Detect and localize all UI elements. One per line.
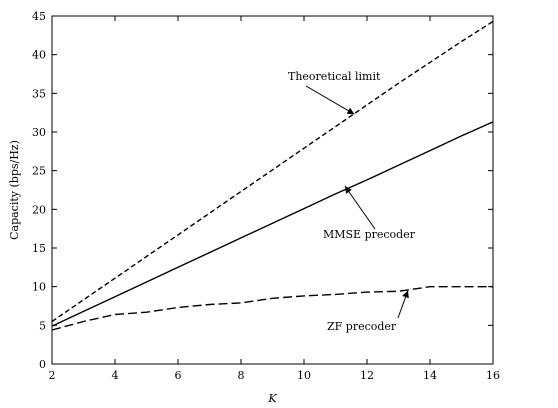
x-tick-label: 10	[297, 369, 311, 382]
x-tick-label: 4	[112, 369, 119, 382]
y-tick-label: 5	[39, 319, 46, 332]
x-tick-label: 12	[360, 369, 374, 382]
x-tick-label: 14	[423, 369, 437, 382]
annotation-label: ZF precoder	[327, 320, 397, 333]
series-line-2	[51, 286, 493, 331]
y-tick-label: 35	[32, 87, 46, 100]
y-tick-label: 40	[32, 49, 46, 62]
x-tick-label: 2	[49, 369, 56, 382]
annotation-arrow	[397, 290, 409, 319]
x-tick-label: 6	[175, 369, 182, 382]
x-tick-label: 8	[238, 369, 245, 382]
y-tick-label: 45	[32, 10, 46, 23]
series-line-1	[51, 121, 494, 327]
plot-area	[51, 15, 494, 365]
annotation-arrow	[344, 185, 376, 230]
y-axis-label: Capacity (bps/Hz)	[8, 140, 21, 240]
y-tick-label: 30	[32, 126, 46, 139]
y-tick-label: 10	[32, 281, 46, 294]
axis-tick-labels: 2 4 6 8 10 12 14 16 0 5 10 15 20 25 30 35 40 45	[32, 10, 500, 382]
axis-ticks	[51, 15, 494, 365]
series-line-0	[51, 20, 494, 323]
x-tick-label: 16	[486, 369, 500, 382]
y-tick-label: 25	[32, 165, 46, 178]
annotations: Theoretical limit MMSE precoder ZF precode…	[288, 70, 416, 333]
y-tick-label: 15	[32, 242, 46, 255]
y-tick-label: 20	[32, 203, 46, 216]
annotation-label: Theoretical limit	[288, 70, 381, 83]
y-tick-label: 0	[39, 358, 46, 371]
annotation-arrow	[305, 85, 355, 115]
series-lines	[51, 20, 494, 331]
x-axis-label: K	[267, 392, 277, 405]
annotation-label: MMSE precoder	[323, 228, 416, 241]
